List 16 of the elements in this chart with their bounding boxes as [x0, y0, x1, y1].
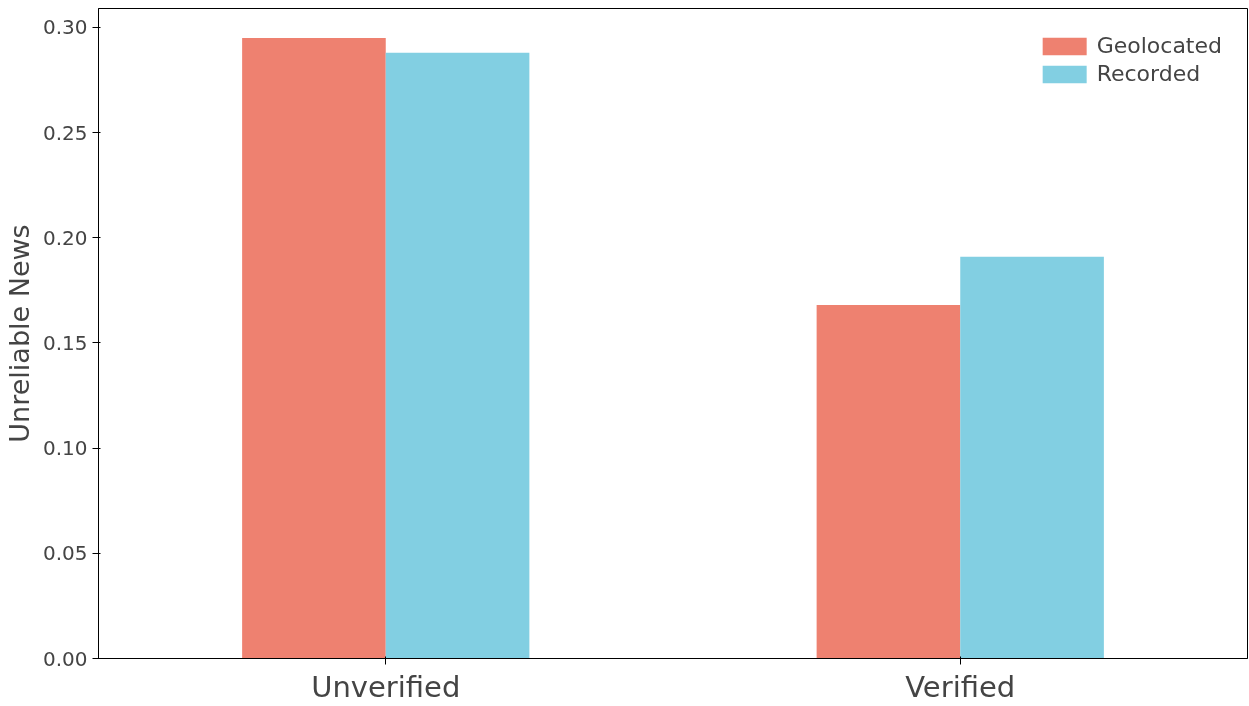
bar: [385, 52, 530, 659]
legend-label: Geolocated: [1096, 33, 1222, 58]
legend-label: Recorded: [1096, 61, 1201, 86]
y-tick-label: 0.30: [42, 15, 88, 40]
bar: [816, 305, 961, 659]
y-tick-label: 0.05: [42, 541, 88, 566]
y-tick-label: 0.15: [42, 330, 88, 355]
y-tick-label: 0.10: [42, 436, 88, 461]
x-tick-label: Unverified: [311, 669, 461, 704]
bar: [960, 256, 1104, 659]
bar: [242, 37, 386, 659]
y-tick-label: 0.25: [42, 120, 88, 145]
x-tick-label: Verified: [905, 669, 1016, 704]
y-tick-label: 0.20: [42, 225, 88, 250]
y-axis-title: Unreliable News: [3, 224, 35, 443]
y-tick-label: 0.00: [42, 646, 88, 671]
